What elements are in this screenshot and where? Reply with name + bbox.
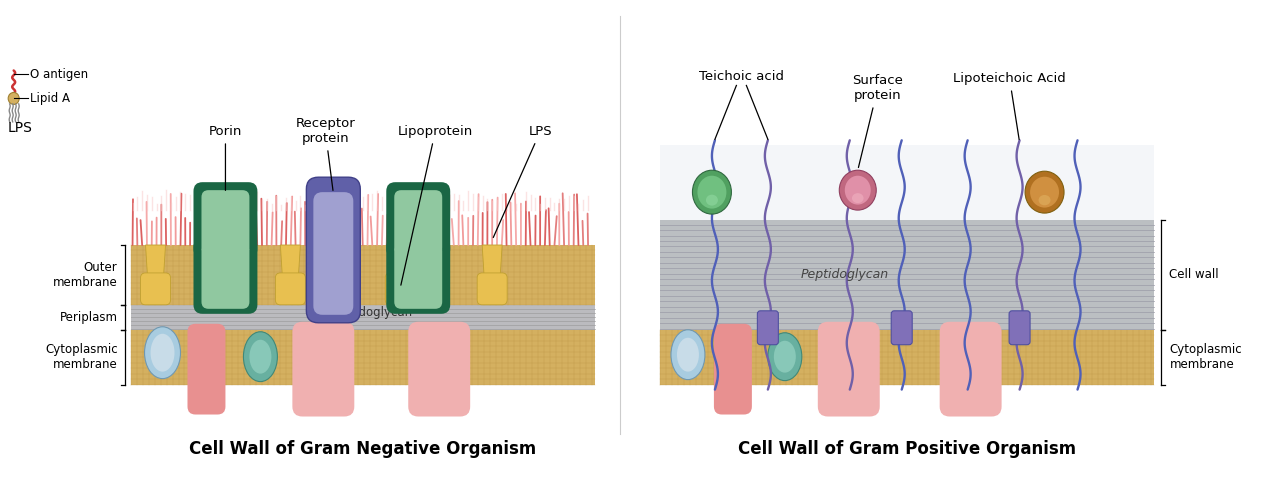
Ellipse shape <box>852 193 863 203</box>
FancyBboxPatch shape <box>405 243 432 255</box>
Text: Cell wall: Cell wall <box>1170 269 1220 281</box>
Ellipse shape <box>706 195 718 206</box>
Ellipse shape <box>1038 195 1051 205</box>
FancyBboxPatch shape <box>292 322 354 416</box>
Text: Peptidoglycan: Peptidoglycan <box>801 269 889 281</box>
FancyBboxPatch shape <box>1009 311 1031 345</box>
Text: Cytoplasmic
membrane: Cytoplasmic membrane <box>45 343 117 371</box>
Ellipse shape <box>845 176 871 205</box>
FancyBboxPatch shape <box>757 311 779 345</box>
Text: LPS: LPS <box>493 125 552 238</box>
FancyBboxPatch shape <box>313 192 354 315</box>
FancyBboxPatch shape <box>194 182 258 258</box>
Polygon shape <box>483 245 502 293</box>
FancyBboxPatch shape <box>386 238 451 314</box>
Ellipse shape <box>1025 171 1064 213</box>
Text: Outer
membrane: Outer membrane <box>52 261 117 289</box>
FancyBboxPatch shape <box>891 311 912 345</box>
FancyBboxPatch shape <box>386 273 415 305</box>
Ellipse shape <box>249 340 272 374</box>
Ellipse shape <box>244 332 277 382</box>
FancyBboxPatch shape <box>188 324 226 415</box>
Text: Cell Wall of Gram Negative Organism: Cell Wall of Gram Negative Organism <box>189 441 536 459</box>
FancyBboxPatch shape <box>140 273 171 305</box>
FancyBboxPatch shape <box>130 305 595 330</box>
Ellipse shape <box>670 330 705 380</box>
Ellipse shape <box>144 327 180 379</box>
FancyBboxPatch shape <box>130 245 595 305</box>
FancyBboxPatch shape <box>478 273 507 305</box>
FancyBboxPatch shape <box>212 243 239 255</box>
Text: Porin: Porin <box>208 125 243 191</box>
Ellipse shape <box>692 170 732 214</box>
Text: Teichoic acid: Teichoic acid <box>699 71 784 83</box>
FancyBboxPatch shape <box>714 324 752 415</box>
FancyBboxPatch shape <box>409 322 470 416</box>
FancyBboxPatch shape <box>202 244 249 309</box>
FancyBboxPatch shape <box>306 177 360 323</box>
Text: Periplasm: Periplasm <box>60 311 117 324</box>
Ellipse shape <box>677 338 699 371</box>
FancyBboxPatch shape <box>395 244 442 309</box>
FancyBboxPatch shape <box>130 330 595 385</box>
Ellipse shape <box>151 334 175 371</box>
Polygon shape <box>281 245 300 293</box>
Text: LPS: LPS <box>8 122 32 135</box>
FancyBboxPatch shape <box>940 322 1001 416</box>
Text: O antigen: O antigen <box>29 68 88 81</box>
Ellipse shape <box>839 170 876 210</box>
Text: Cell Wall of Gram Positive Organism: Cell Wall of Gram Positive Organism <box>738 441 1077 459</box>
FancyBboxPatch shape <box>660 220 1154 330</box>
FancyBboxPatch shape <box>202 190 249 255</box>
Ellipse shape <box>774 341 796 372</box>
Ellipse shape <box>1031 177 1059 208</box>
Text: Receptor
protein: Receptor protein <box>295 117 355 191</box>
Text: Lipoprotein: Lipoprotein <box>397 125 472 285</box>
Text: Surface
protein: Surface protein <box>852 74 903 168</box>
Polygon shape <box>146 245 166 293</box>
Text: Peptidoglycan: Peptidoglycan <box>331 306 414 319</box>
Ellipse shape <box>767 333 802 381</box>
Text: Cytoplasmic
membrane: Cytoplasmic membrane <box>1170 343 1243 371</box>
Text: Lipid A: Lipid A <box>29 92 70 105</box>
Ellipse shape <box>8 93 19 104</box>
Ellipse shape <box>697 176 727 209</box>
FancyBboxPatch shape <box>386 182 451 258</box>
FancyBboxPatch shape <box>660 145 1154 220</box>
Text: Lipoteichoic Acid: Lipoteichoic Acid <box>953 73 1066 140</box>
FancyBboxPatch shape <box>194 238 258 314</box>
FancyBboxPatch shape <box>817 322 880 416</box>
FancyBboxPatch shape <box>276 273 305 305</box>
Polygon shape <box>391 245 410 293</box>
FancyBboxPatch shape <box>660 330 1154 385</box>
FancyBboxPatch shape <box>395 190 442 255</box>
